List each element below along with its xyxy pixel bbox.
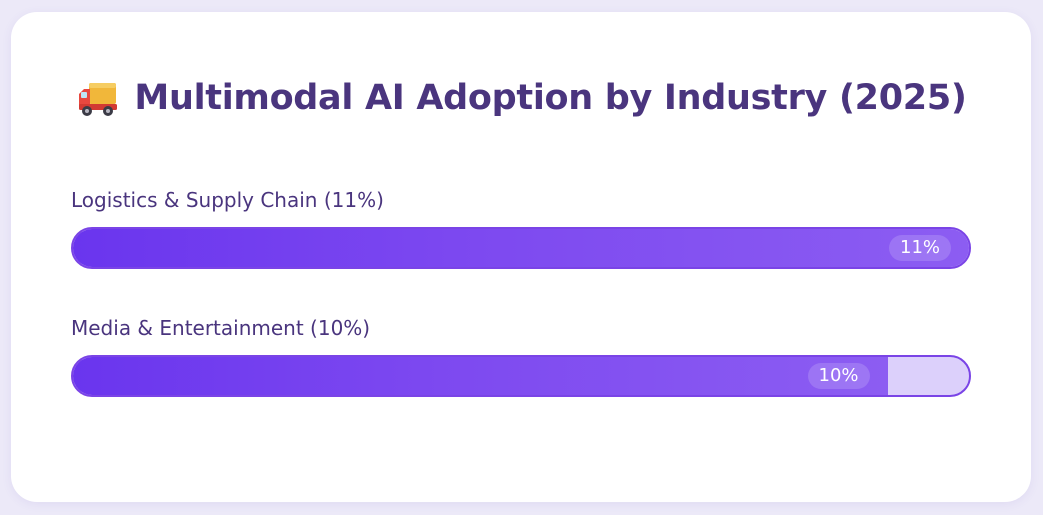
bar-track: 11%	[71, 227, 971, 269]
bar-label: Logistics & Supply Chain (11%)	[71, 188, 384, 212]
bar-row-media: Media & Entertainment (10%) 10%	[71, 313, 971, 397]
bar-track: 10%	[71, 355, 971, 397]
chart-title: Multimodal AI Adoption by Industry (2025…	[134, 78, 967, 118]
bar-label: Media & Entertainment (10%)	[71, 316, 371, 340]
bar-value-label: 10%	[807, 363, 870, 389]
chart-header: Multimodal AI Adoption by Industry (2025…	[0, 78, 1043, 118]
bar-row-logistics: Logistics & Supply Chain (11%) 11%	[71, 185, 971, 269]
delivery-truck-icon	[79, 83, 118, 116]
bar-value-label: 11%	[889, 235, 952, 261]
bar-fill	[73, 357, 888, 395]
bar-fill	[73, 229, 969, 267]
